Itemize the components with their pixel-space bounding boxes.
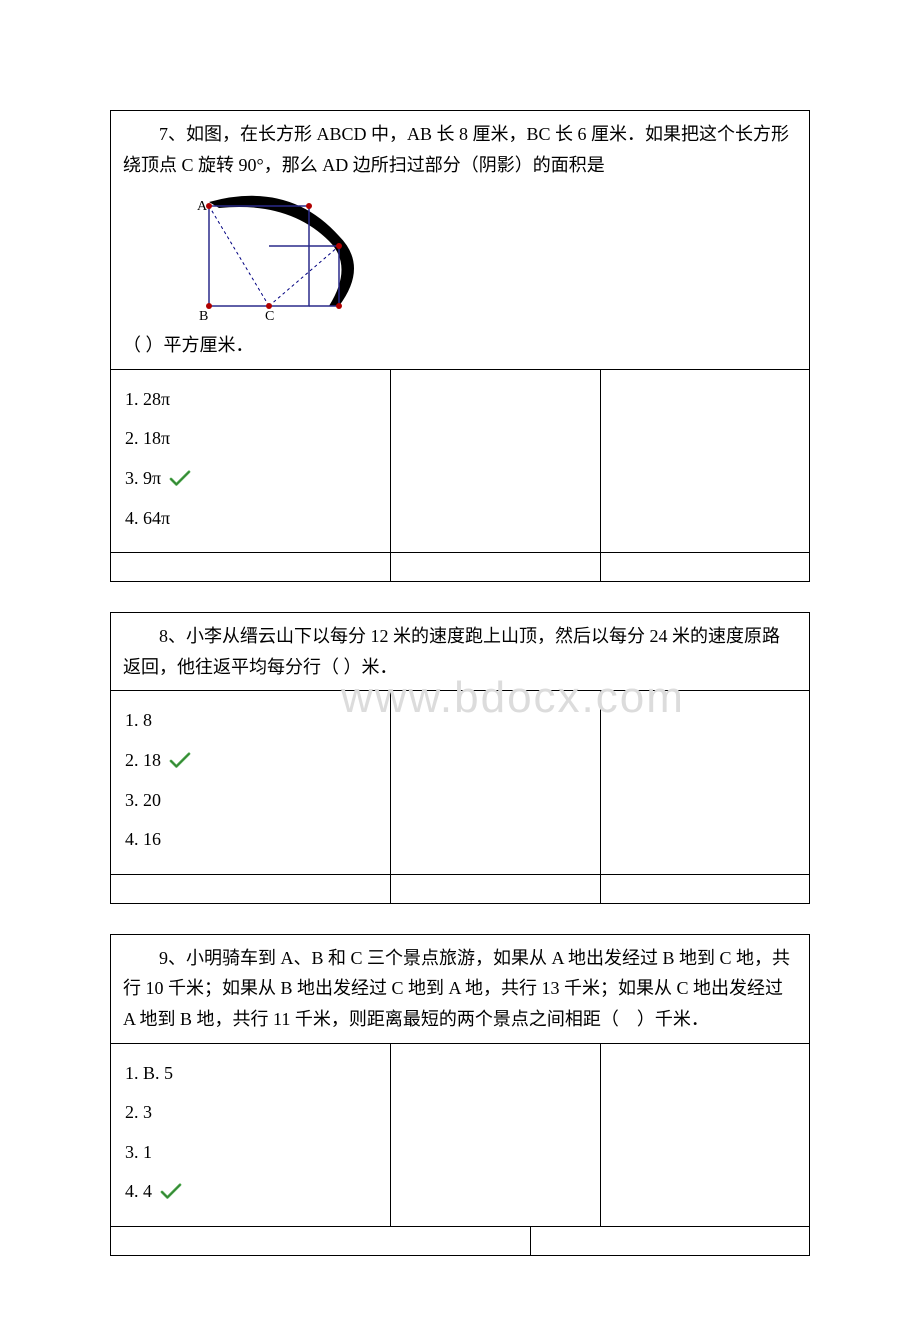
q9-options-row: 1. B. 5 2. 3 3. 1 4. 4 (111, 1044, 809, 1227)
q7-option-2: 2. 18π (125, 419, 376, 459)
q8-right-cell (600, 691, 809, 873)
q7-option-3: 3. 9π (125, 459, 376, 499)
q7-bottom-row (111, 553, 809, 581)
q8-option-2: 2. 18 (125, 741, 376, 781)
q9-bottom-row (111, 1227, 809, 1255)
q8-mid-cell (390, 691, 599, 873)
q7-option-1: 1. 28π (125, 380, 376, 420)
q8-option-4: 4. 16 (125, 820, 376, 860)
q8-option-1: 1. 8 (125, 701, 376, 741)
question-7: 7、如图，在长方形 ABCD 中，AB 长 8 厘米，BC 长 6 厘米．如果把… (110, 110, 810, 582)
label-c: C (265, 309, 274, 324)
q7-text-a: 7、如图，在长方形 ABCD 中，AB 长 8 厘米，BC 长 6 厘米．如果把… (123, 119, 797, 180)
q9-mid-cell (390, 1044, 599, 1226)
q7-right-cell (600, 370, 809, 552)
q7-options: 1. 28π 2. 18π 3. 9π 4. 64π (111, 370, 390, 552)
q7-option-4: 4. 64π (125, 499, 376, 539)
check-icon (169, 470, 191, 488)
q8-options-row: 1. 8 2. 18 3. 20 4. 16 (111, 691, 809, 874)
q7-text-b: （ ）平方厘米． (123, 335, 254, 355)
label-a: A (197, 199, 208, 214)
q9-option-1: 1. B. 5 (125, 1054, 376, 1094)
q9-option-2: 2. 3 (125, 1093, 376, 1133)
check-icon (160, 1183, 182, 1201)
question-9-text: 9、小明骑车到 A、B 和 C 三个景点旅游，如果从 A 地出发经过 B 地到 … (111, 935, 809, 1044)
q8-options: 1. 8 2. 18 3. 20 4. 16 (111, 691, 390, 873)
check-icon (169, 752, 191, 770)
q9-right-cell (600, 1044, 809, 1226)
q8-bottom-row (111, 875, 809, 903)
q7-diagram: A B C (169, 186, 379, 326)
q9-options: 1. B. 5 2. 3 3. 1 4. 4 (111, 1044, 390, 1226)
question-8: 8、小李从缙云山下以每分 12 米的速度跑上山顶，然后以每分 24 米的速度原路… (110, 612, 810, 904)
question-8-text: 8、小李从缙云山下以每分 12 米的速度跑上山顶，然后以每分 24 米的速度原路… (111, 613, 809, 691)
label-b: B (199, 309, 208, 324)
q8-option-3: 3. 20 (125, 781, 376, 821)
question-7-text: 7、如图，在长方形 ABCD 中，AB 长 8 厘米，BC 长 6 厘米．如果把… (111, 111, 809, 370)
q7-options-row: 1. 28π 2. 18π 3. 9π 4. 64π (111, 370, 809, 553)
q9-option-4: 4. 4 (125, 1172, 376, 1212)
q9-option-3: 3. 1 (125, 1133, 376, 1173)
q7-mid-cell (390, 370, 599, 552)
question-9: 9、小明骑车到 A、B 和 C 三个景点旅游，如果从 A 地出发经过 B 地到 … (110, 934, 810, 1256)
